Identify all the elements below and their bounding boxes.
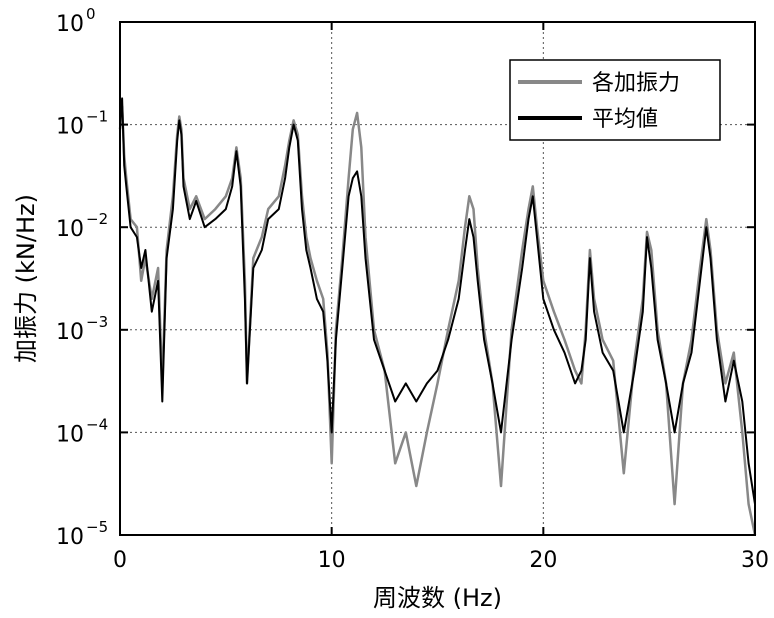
y-tick-exponent: −4: [86, 415, 108, 433]
tick-marks: [119, 21, 756, 536]
x-tick-labels: 0 10 20 30: [113, 548, 769, 573]
legend-box: [509, 59, 721, 141]
y-axis-label: 加振力 (kN/Hz): [12, 194, 40, 363]
y-tick-exponent: −5: [86, 518, 108, 536]
legend: 各加振力 平均値: [509, 59, 721, 141]
y-tick-label: 10: [56, 115, 84, 140]
y-tick-label: 10: [56, 12, 84, 37]
x-axis-label: 周波数 (Hz): [373, 584, 502, 612]
x-tick-label: 10: [318, 548, 346, 573]
series-layer: [118, 97, 757, 536]
y-tick-label: 10: [56, 422, 84, 447]
y-tick-label: 10: [56, 320, 84, 345]
y-tick-exponent: −1: [86, 108, 108, 126]
y-tick-label: 10: [56, 217, 84, 242]
series-each-force-line: [118, 105, 757, 536]
y-tick-exponent: −3: [86, 313, 108, 331]
y-tick-exponent: 0: [86, 5, 96, 23]
plot-frame: [119, 21, 756, 536]
y-tick-exponent: −2: [86, 210, 108, 228]
x-tick-label: 20: [529, 548, 557, 573]
series-average-line: [119, 97, 756, 505]
legend-label-average: 平均値: [592, 107, 658, 132]
legend-label-each-force: 各加振力: [592, 71, 680, 96]
x-tick-label: 30: [741, 548, 769, 573]
y-tick-label: 10: [56, 525, 84, 550]
x-tick-label: 0: [113, 548, 127, 573]
